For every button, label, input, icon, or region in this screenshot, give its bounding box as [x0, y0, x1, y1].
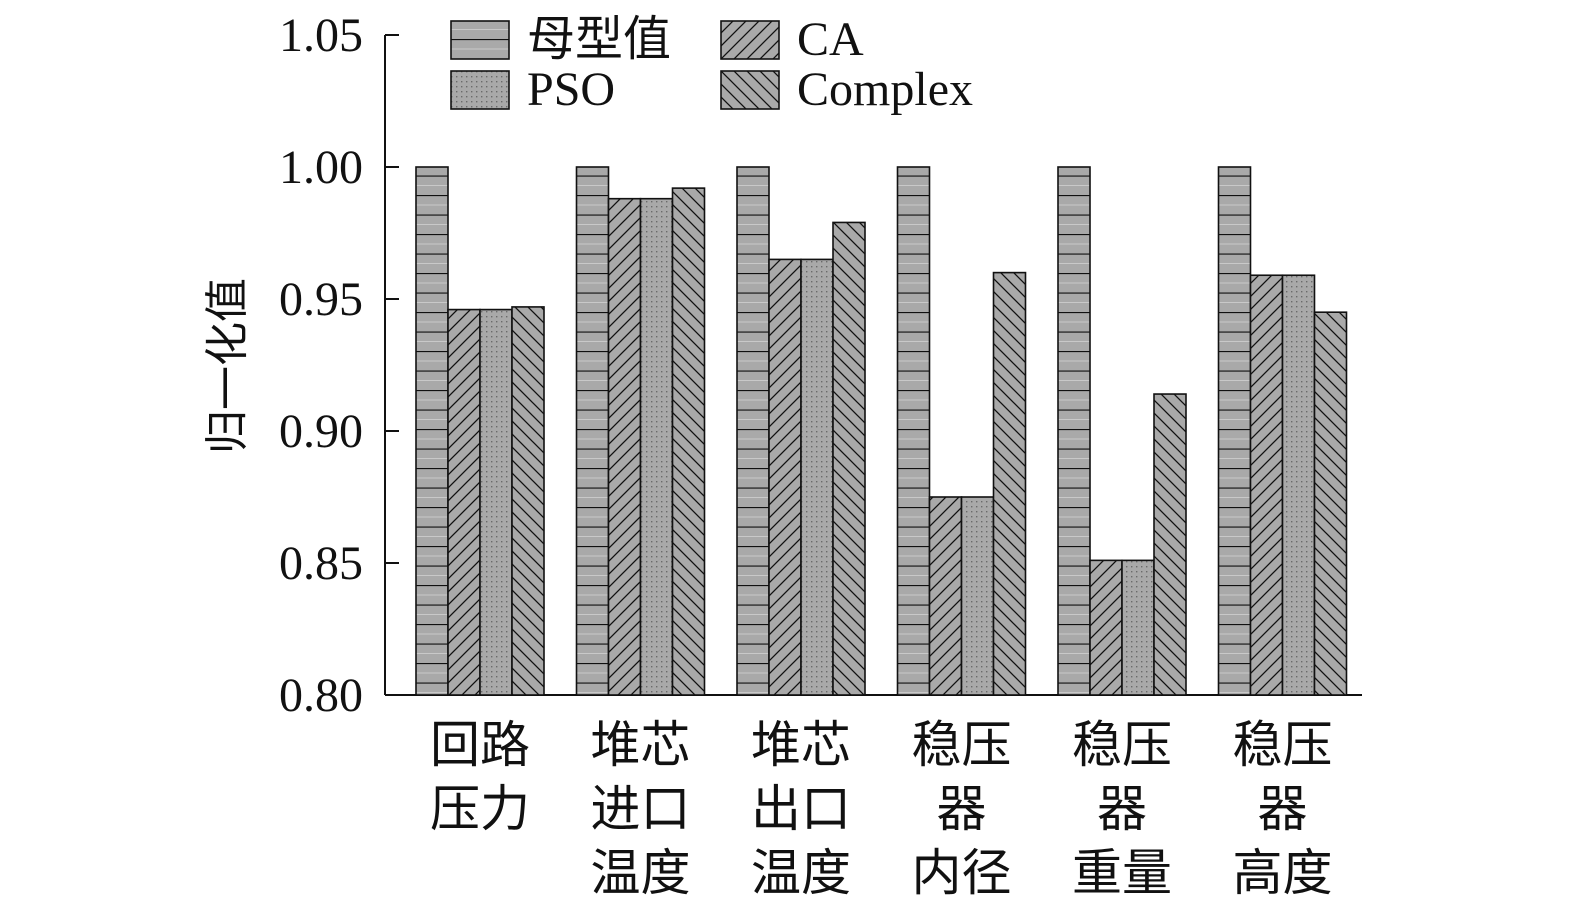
- bar-ca: [1249, 274, 1284, 696]
- legend-swatch: [720, 20, 780, 60]
- bar-complex: [1153, 393, 1187, 696]
- x-category-label: 重量: [1072, 844, 1172, 902]
- x-category-label: 回路: [430, 716, 530, 774]
- y-tick-label: 0.80: [279, 669, 363, 722]
- bar-complex: [671, 187, 706, 696]
- legend-label: PSO: [527, 63, 615, 116]
- x-category-label: 内径: [912, 844, 1012, 902]
- x-category-label: 温度: [751, 844, 851, 902]
- bar-baseline: [1057, 166, 1091, 696]
- bar-ca: [928, 496, 963, 696]
- legend-swatch: [450, 20, 510, 60]
- legend-label: CA: [797, 13, 864, 66]
- x-category-label: 器: [1097, 780, 1147, 838]
- bar-complex: [511, 306, 545, 696]
- bar-baseline: [736, 166, 770, 696]
- y-axis-label: 归一化值: [202, 278, 253, 454]
- bar-ca: [1089, 559, 1123, 696]
- bar-baseline: [1217, 166, 1252, 696]
- bar-baseline: [415, 166, 449, 696]
- y-tick-label: 0.95: [279, 273, 363, 326]
- x-category-label: 堆芯: [751, 716, 851, 774]
- bar-ca: [447, 308, 481, 696]
- y-tick-label: 1.05: [279, 9, 363, 62]
- bar-baseline: [896, 166, 931, 696]
- bars: [415, 166, 1348, 696]
- x-category-label: 堆芯: [591, 716, 691, 774]
- x-category-label: 器: [1258, 780, 1308, 838]
- bar-pso: [800, 258, 834, 696]
- x-category-label: 器: [937, 780, 987, 838]
- bar-complex: [992, 271, 1027, 696]
- bar-ca: [768, 258, 802, 696]
- bar-complex: [1313, 311, 1348, 696]
- y-tick-label: 0.85: [279, 537, 363, 590]
- y-tick-label: 1.00: [279, 141, 363, 194]
- x-category-label: 稳压: [1233, 716, 1333, 774]
- legend-label: 母型值: [527, 11, 671, 67]
- legend-swatch: [720, 70, 780, 110]
- bar-pso: [639, 197, 674, 696]
- legend: 母型值 CA PSO Complex: [450, 11, 973, 116]
- x-category-label: 进口: [591, 780, 691, 838]
- legend-swatch: [450, 70, 510, 110]
- x-category-label: 温度: [591, 844, 691, 902]
- bar-pso: [1121, 559, 1155, 696]
- x-category-label: 高度: [1233, 844, 1333, 902]
- x-category-label: 稳压: [912, 716, 1012, 774]
- x-category-label: 压力: [430, 780, 530, 838]
- axes: 0.80 0.85 0.90 0.95 1.00 1.05: [279, 9, 1362, 722]
- bar-pso: [479, 308, 513, 696]
- legend-label: Complex: [797, 63, 973, 116]
- x-category-label: 出口: [751, 780, 851, 838]
- bar-ca: [607, 197, 642, 696]
- bar-pso: [1281, 274, 1316, 696]
- x-category-label: 稳压: [1072, 716, 1172, 774]
- bar-complex: [832, 221, 866, 696]
- bar-baseline: [575, 166, 610, 696]
- y-tick-label: 0.90: [279, 405, 363, 458]
- bar-pso: [960, 496, 995, 696]
